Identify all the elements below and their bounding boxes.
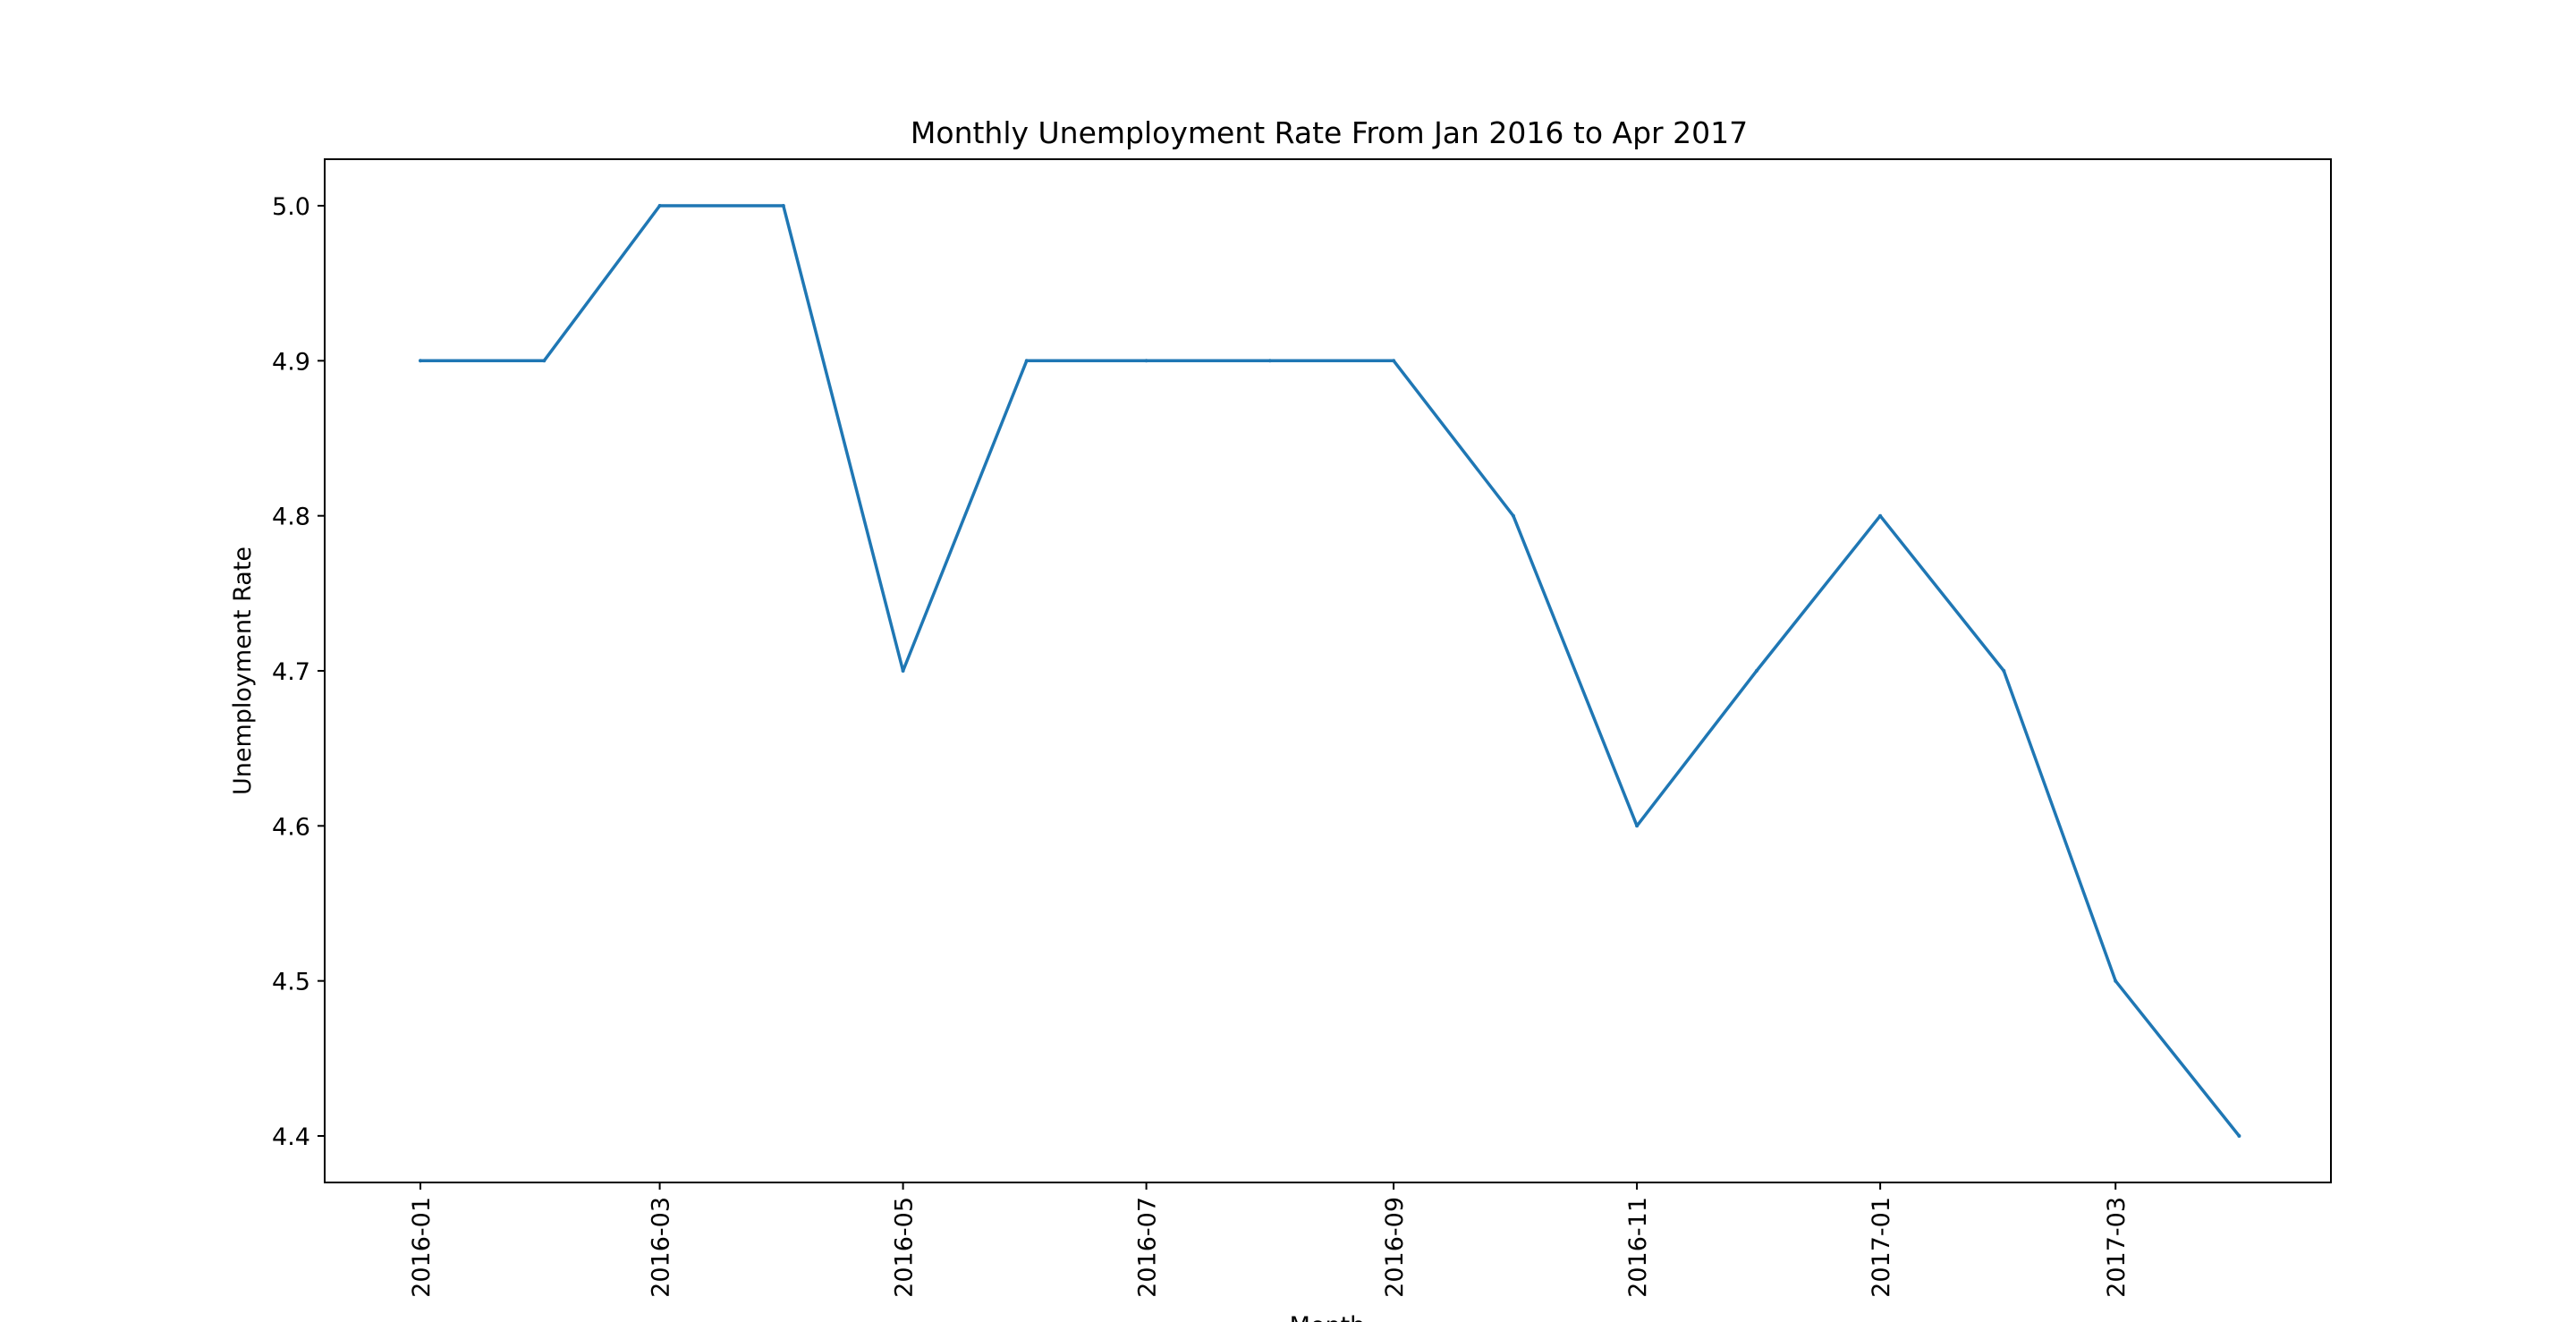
data-point [2114, 979, 2118, 983]
data-point [1024, 359, 1029, 363]
data-point [1511, 513, 1515, 518]
data-point [1635, 824, 1640, 828]
x-tick-label: 2016-05 [891, 1197, 919, 1298]
y-tick-label: 4.5 [272, 969, 310, 996]
data-point [657, 204, 662, 208]
data-point [781, 204, 785, 208]
y-tick-label: 5.0 [272, 193, 310, 221]
y-tick-label: 4.4 [272, 1123, 310, 1151]
data-point [419, 359, 422, 363]
x-tick-label: 2016-03 [648, 1197, 675, 1298]
x-tick-label: 2016-07 [1134, 1197, 1162, 1298]
data-point [901, 669, 905, 673]
data-points [419, 204, 2241, 1138]
y-tick-label: 4.7 [272, 658, 310, 686]
x-axis: 2016-01 2016-03 2016-05 2016-07 2016-09 2016-… [408, 1182, 2131, 1298]
x-tick-label: 2016-09 [1381, 1197, 1409, 1298]
data-point [1144, 359, 1148, 363]
y-tick-label: 4.9 [272, 348, 310, 376]
y-axis-label: Unemployment Rate [229, 547, 257, 795]
data-point [1392, 359, 1396, 363]
data-point [1267, 359, 1272, 363]
x-tick-label: 2017-03 [2103, 1197, 2131, 1298]
x-tick-label: 2016-11 [1624, 1197, 1652, 1298]
x-tick-label: 2016-01 [408, 1197, 436, 1298]
y-tick-label: 4.6 [272, 813, 310, 841]
chart-title: Monthly Unemployment Rate From Jan 2016 … [911, 115, 1748, 150]
data-point [2237, 1134, 2241, 1138]
x-tick-label: 2017-01 [1868, 1197, 1895, 1298]
data-point [1878, 513, 1883, 518]
data-point [2002, 669, 2006, 673]
series-line-unemployment-rate [420, 204, 2241, 1138]
data-point [1754, 669, 1758, 673]
y-axis: 4.4 4.5 4.6 4.7 4.8 4.9 5.0 [272, 193, 325, 1151]
y-tick-label: 4.8 [272, 504, 310, 531]
data-point [542, 359, 547, 363]
x-axis-label: Month [1290, 1312, 1366, 1322]
